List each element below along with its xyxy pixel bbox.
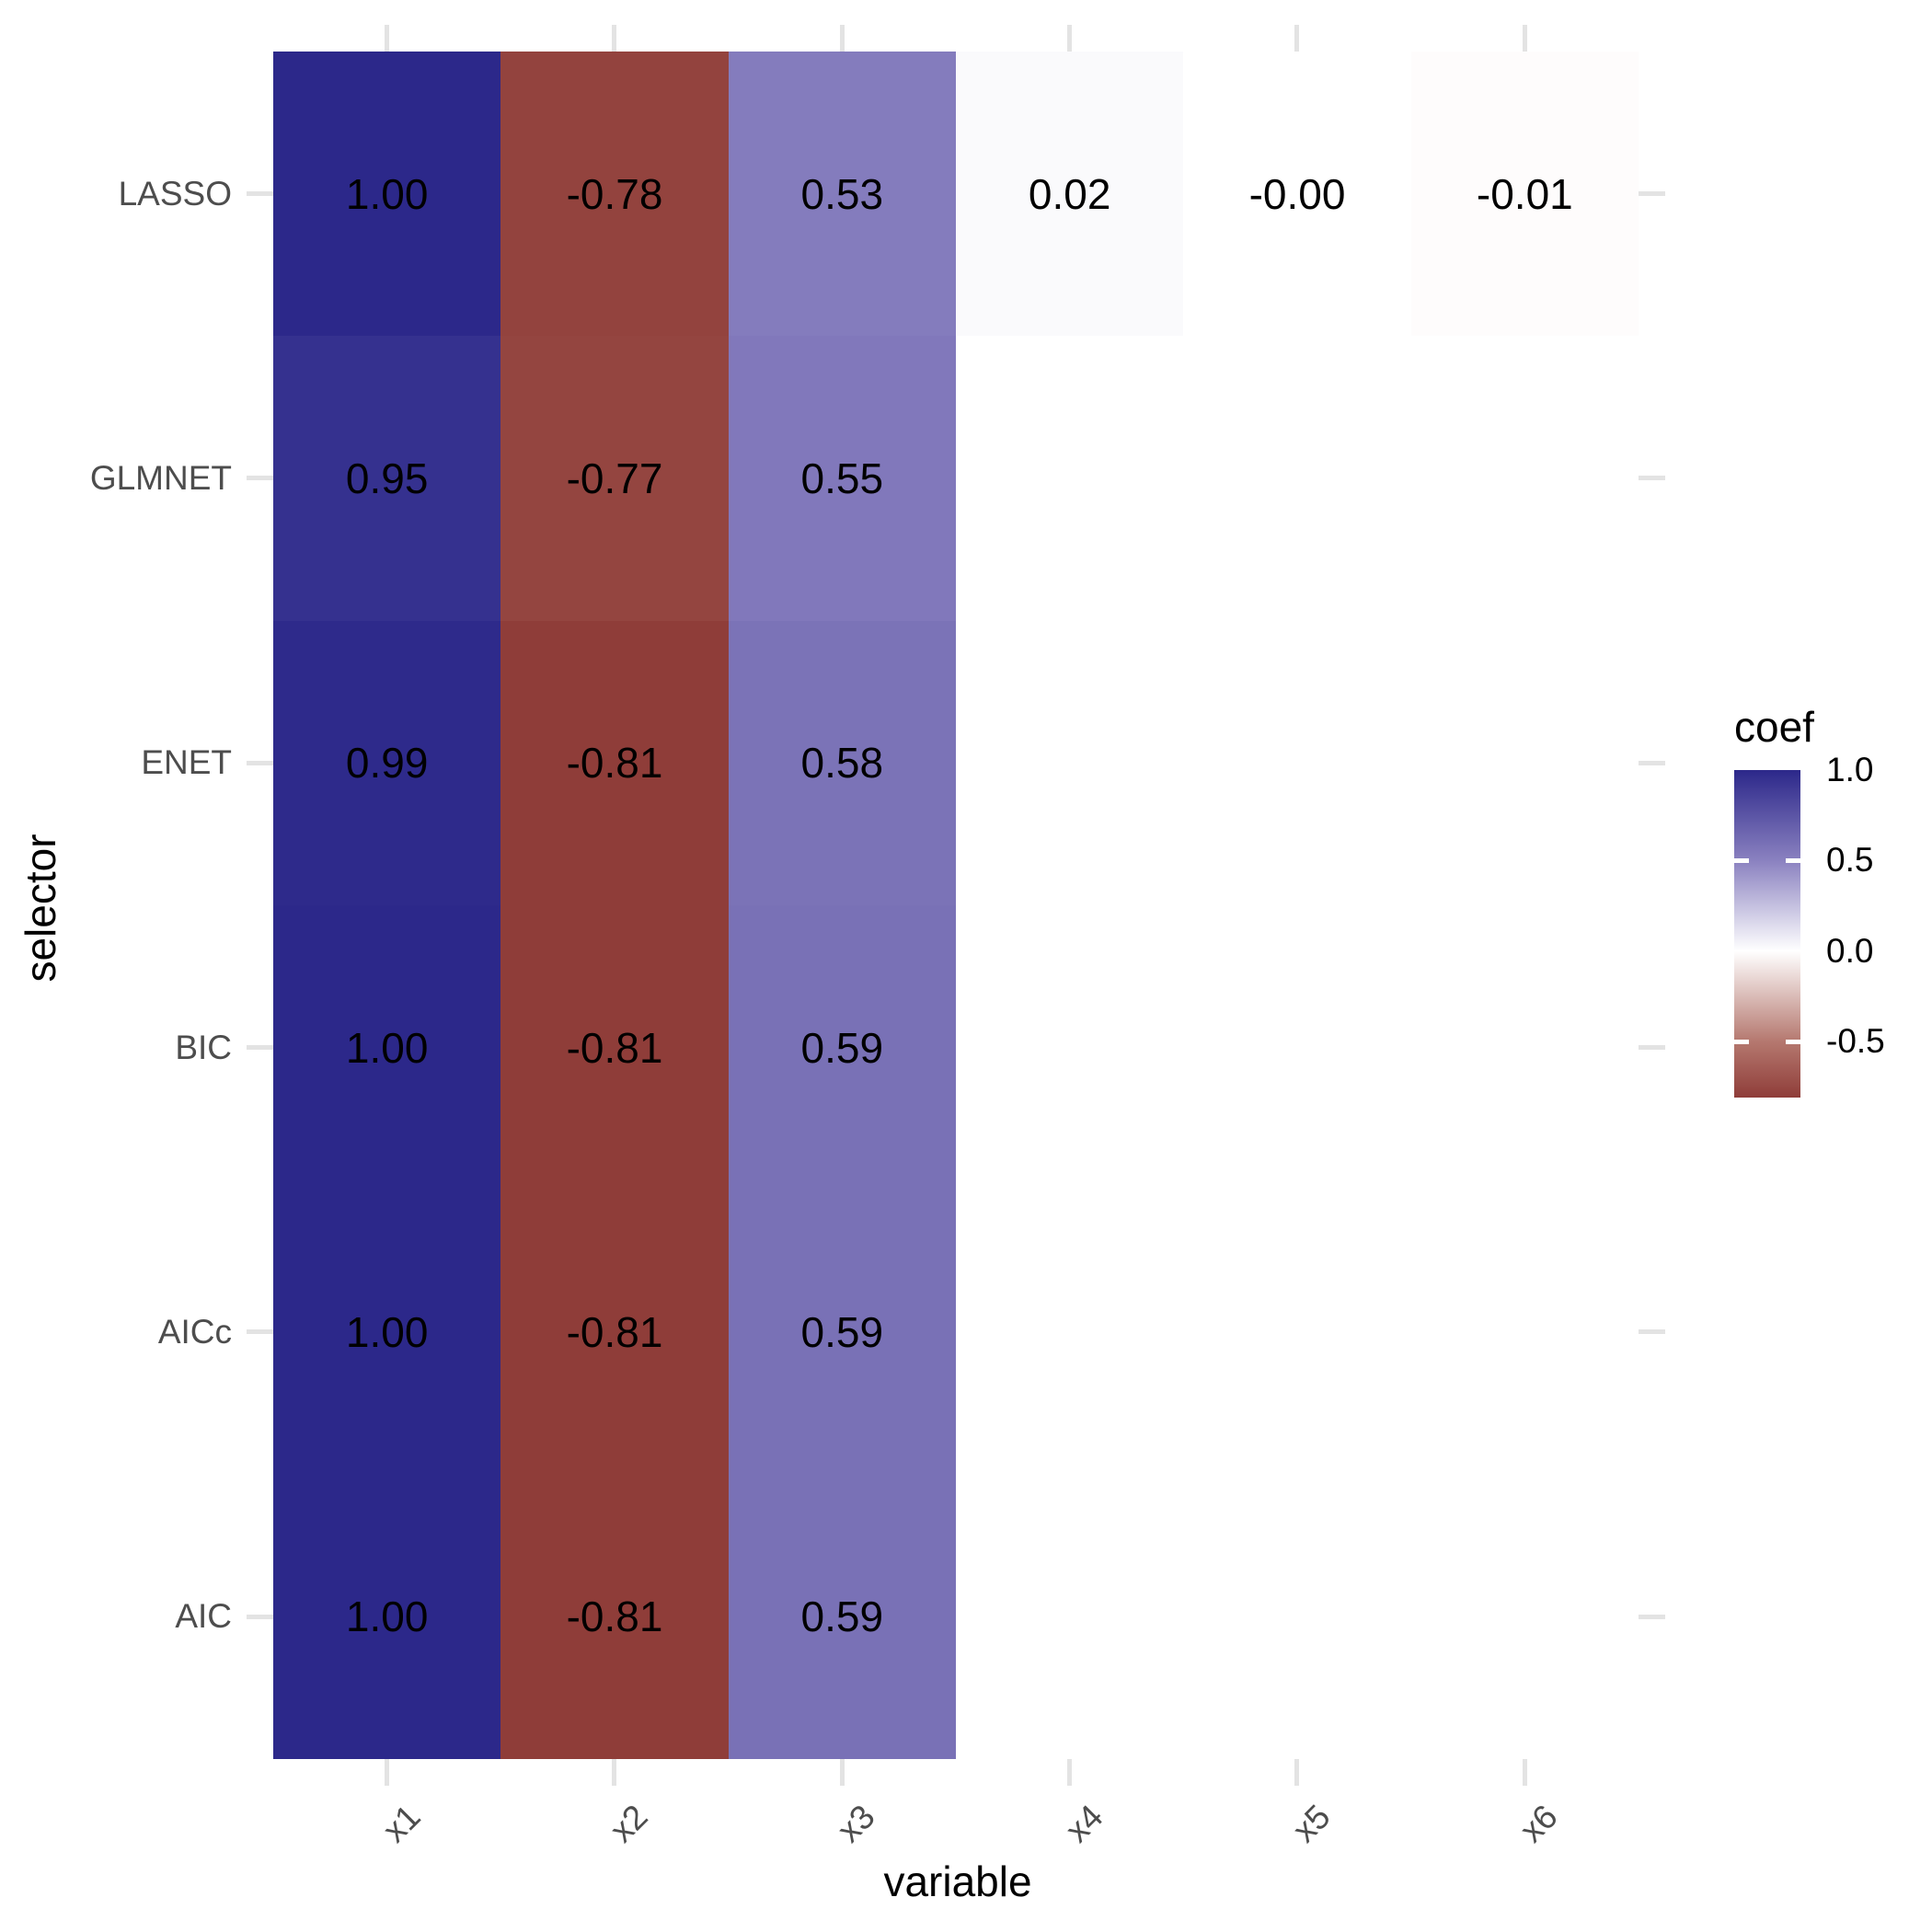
heatmap-cell-AIC-x3: 0.59 xyxy=(728,1474,956,1759)
legend-tick-mark xyxy=(1786,857,1800,863)
x-tick-label-x2: x2 xyxy=(603,1797,655,1850)
cell-value: -0.81 xyxy=(566,1593,663,1641)
cell-value: 0.95 xyxy=(345,454,429,502)
grid-tick-top xyxy=(385,25,390,52)
legend-tick-mark xyxy=(1734,1039,1749,1044)
grid-tick-left xyxy=(247,760,273,765)
grid-tick-bottom xyxy=(385,1758,390,1786)
x-tick-label-x1: x1 xyxy=(374,1797,428,1850)
cell-value: 0.59 xyxy=(800,1593,884,1641)
cell-value: 0.58 xyxy=(800,739,884,788)
grid-tick-left xyxy=(247,1045,273,1051)
grid-tick-top xyxy=(612,25,617,52)
grid-tick-left xyxy=(247,191,273,197)
heatmap-cell-LASSO-x2: -0.78 xyxy=(500,52,729,337)
legend-tick-mark xyxy=(1786,1039,1800,1044)
cell-value: -0.00 xyxy=(1248,169,1346,218)
y-tick-label-BIC: BIC xyxy=(175,1028,232,1066)
y-tick-label-LASSO: LASSO xyxy=(118,174,232,213)
cell-value: 1.00 xyxy=(345,169,429,218)
heatmap-cell-AICc-x3: 0.59 xyxy=(728,1190,956,1475)
grid-tick-left xyxy=(247,1614,273,1619)
heatmap-cell-GLMNET-x3: 0.55 xyxy=(728,336,956,621)
heatmap-cell-AIC-x2: -0.81 xyxy=(500,1474,729,1759)
cell-value: -0.81 xyxy=(566,1307,663,1356)
cell-value: 0.99 xyxy=(345,739,429,788)
grid-tick-right xyxy=(1638,1045,1665,1051)
grid-tick-left xyxy=(247,1329,273,1335)
cell-value: -0.77 xyxy=(566,454,663,502)
grid-tick-top xyxy=(1294,25,1300,52)
grid-tick-left xyxy=(247,476,273,481)
heatmap-cell-LASSO-x5: -0.00 xyxy=(1183,52,1411,337)
y-tick-label-AICc: AICc xyxy=(157,1312,232,1351)
heatmap-cell-ENET-x2: -0.81 xyxy=(500,620,729,905)
heatmap-cell-GLMNET-x1: 0.95 xyxy=(273,336,501,621)
cell-value: -0.01 xyxy=(1476,169,1573,218)
cell-value: 0.59 xyxy=(800,1307,884,1356)
heatmap-cell-GLMNET-x2: -0.77 xyxy=(500,336,729,621)
cell-value: 1.00 xyxy=(345,1593,429,1641)
legend-tick-label-0.0: 0.0 xyxy=(1826,931,1874,970)
cell-value: 0.02 xyxy=(1028,169,1111,218)
cell-value: 0.55 xyxy=(800,454,884,502)
grid-tick-top xyxy=(839,25,845,52)
cell-value: 0.53 xyxy=(800,169,884,218)
grid-tick-bottom xyxy=(1294,1758,1300,1786)
legend-tick-label-1.0: 1.0 xyxy=(1826,751,1874,788)
x-axis-title: variable xyxy=(883,1857,1032,1905)
legend-title: coef xyxy=(1734,703,1814,751)
cell-value: -0.78 xyxy=(566,169,663,218)
y-tick-label-GLMNET: GLMNET xyxy=(89,458,232,497)
cell-value: 1.00 xyxy=(345,1307,429,1356)
grid-tick-bottom xyxy=(1067,1758,1073,1786)
legend-tick-mark xyxy=(1734,857,1749,863)
cell-value: 0.59 xyxy=(800,1023,884,1072)
grid-tick-bottom xyxy=(839,1758,845,1786)
grid-tick-right xyxy=(1638,760,1665,765)
grid-tick-right xyxy=(1638,1329,1665,1335)
grid-tick-bottom xyxy=(612,1758,617,1786)
heatmap-cell-BIC-x2: -0.81 xyxy=(500,904,729,1190)
heatmap-cell-AICc-x1: 1.00 xyxy=(273,1190,501,1475)
legend-colorbar xyxy=(1734,770,1800,1098)
heatmap-cell-BIC-x1: 1.00 xyxy=(273,904,501,1190)
heatmap-cell-LASSO-x3: 0.53 xyxy=(728,52,956,337)
y-tick-label-AIC: AIC xyxy=(175,1597,232,1636)
heatmap-cell-AICc-x2: -0.81 xyxy=(500,1190,729,1475)
cell-value: -0.81 xyxy=(566,739,663,788)
cell-value: -0.81 xyxy=(566,1023,663,1072)
grid-tick-right xyxy=(1638,476,1665,481)
heatmap-cell-ENET-x1: 0.99 xyxy=(273,620,501,905)
y-tick-label-ENET: ENET xyxy=(141,743,232,782)
heatmap-cell-AIC-x1: 1.00 xyxy=(273,1474,501,1759)
heatmap-cell-BIC-x3: 0.59 xyxy=(728,904,956,1190)
grid-tick-right xyxy=(1638,191,1665,197)
grid-tick-top xyxy=(1522,25,1527,52)
grid-tick-bottom xyxy=(1522,1758,1527,1786)
legend-tick-label-0.5: 0.5 xyxy=(1826,841,1874,880)
y-axis-title: selector xyxy=(17,834,64,983)
heatmap-cell-LASSO-x1: 1.00 xyxy=(273,52,501,337)
heatmap-cell-LASSO-x6: -0.01 xyxy=(1410,52,1639,337)
grid-tick-top xyxy=(1067,25,1073,52)
x-tick-label-x6: x6 xyxy=(1512,1797,1566,1850)
legend-tick-label--0.5: -0.5 xyxy=(1826,1022,1885,1061)
heatmap-cell-ENET-x3: 0.58 xyxy=(728,620,956,905)
cell-value: 1.00 xyxy=(345,1023,429,1072)
heatmap-cell-LASSO-x4: 0.02 xyxy=(955,52,1184,337)
grid-tick-right xyxy=(1638,1614,1665,1619)
